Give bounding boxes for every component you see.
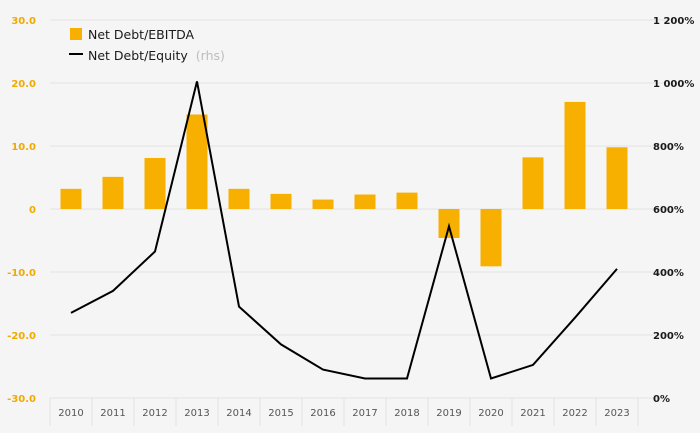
x-tick-label: 2023 <box>604 408 629 419</box>
y-right-tick-label: 200% <box>653 331 684 342</box>
y-left-tick-label: 30.0 <box>11 16 36 27</box>
line-series <box>70 81 618 380</box>
x-tick-label: 2018 <box>394 408 419 419</box>
x-tick-label: 2016 <box>310 408 335 419</box>
bar-series <box>60 101 628 267</box>
x-tick-label: 2022 <box>562 408 587 419</box>
y-right-tick-label: 600% <box>653 205 684 216</box>
x-tick-label: 2015 <box>268 408 293 419</box>
y-right-tick-label: 1 200% <box>653 16 694 27</box>
bar <box>270 193 292 209</box>
svg-text:Net Debt/Equity (rhs): Net Debt/Equity (rhs) <box>88 48 225 63</box>
y-left-tick-label: -20.0 <box>7 331 36 342</box>
x-tick-label: 2021 <box>520 408 545 419</box>
y-left-tick-label: -10.0 <box>7 268 36 279</box>
legend-label-line: Net Debt/Equity <box>88 48 188 63</box>
x-tick-label: 2017 <box>352 408 377 419</box>
legend-swatch-bar <box>70 28 82 40</box>
y-right-tick-label: 400% <box>653 268 684 279</box>
bar <box>606 147 628 209</box>
line-path <box>70 81 618 380</box>
y-left-tick-label: -30.0 <box>7 394 36 405</box>
legend: Net Debt/EBITDA Net Debt/Equity (rhs) <box>69 27 225 63</box>
x-tick-label: 2011 <box>100 408 125 419</box>
y-left-tick-label: 0 <box>29 205 36 216</box>
x-tick-label: 2020 <box>478 408 503 419</box>
bar <box>186 114 208 209</box>
legend-label-bar: Net Debt/EBITDA <box>88 27 194 42</box>
bar <box>144 157 166 209</box>
x-tick-label: 2012 <box>142 408 167 419</box>
y-right-tick-label: 1 000% <box>653 79 694 90</box>
x-tick-label: 2019 <box>436 408 461 419</box>
x-tick-label: 2014 <box>226 408 251 419</box>
axes: 30.0 20.0 10.0 0 -10.0 -20.0 -30.0 1 200% 1 000%… <box>7 16 694 419</box>
y-right-tick-label: 800% <box>653 142 684 153</box>
y-right-tick-label: 0% <box>653 394 670 405</box>
gridlines <box>49 19 668 426</box>
x-tick-label: 2013 <box>184 408 209 419</box>
bar <box>564 101 586 209</box>
bar <box>228 188 250 209</box>
y-left-tick-label: 20.0 <box>11 79 36 90</box>
legend-note-rhs: (rhs) <box>196 48 225 63</box>
bar <box>480 209 502 267</box>
bar <box>60 188 82 209</box>
bar <box>102 176 124 209</box>
bar <box>354 194 376 209</box>
bar <box>396 192 418 209</box>
y-left-tick-label: 10.0 <box>11 142 36 153</box>
x-tick-label: 2010 <box>58 408 83 419</box>
bar <box>312 199 334 209</box>
bar <box>522 157 544 209</box>
